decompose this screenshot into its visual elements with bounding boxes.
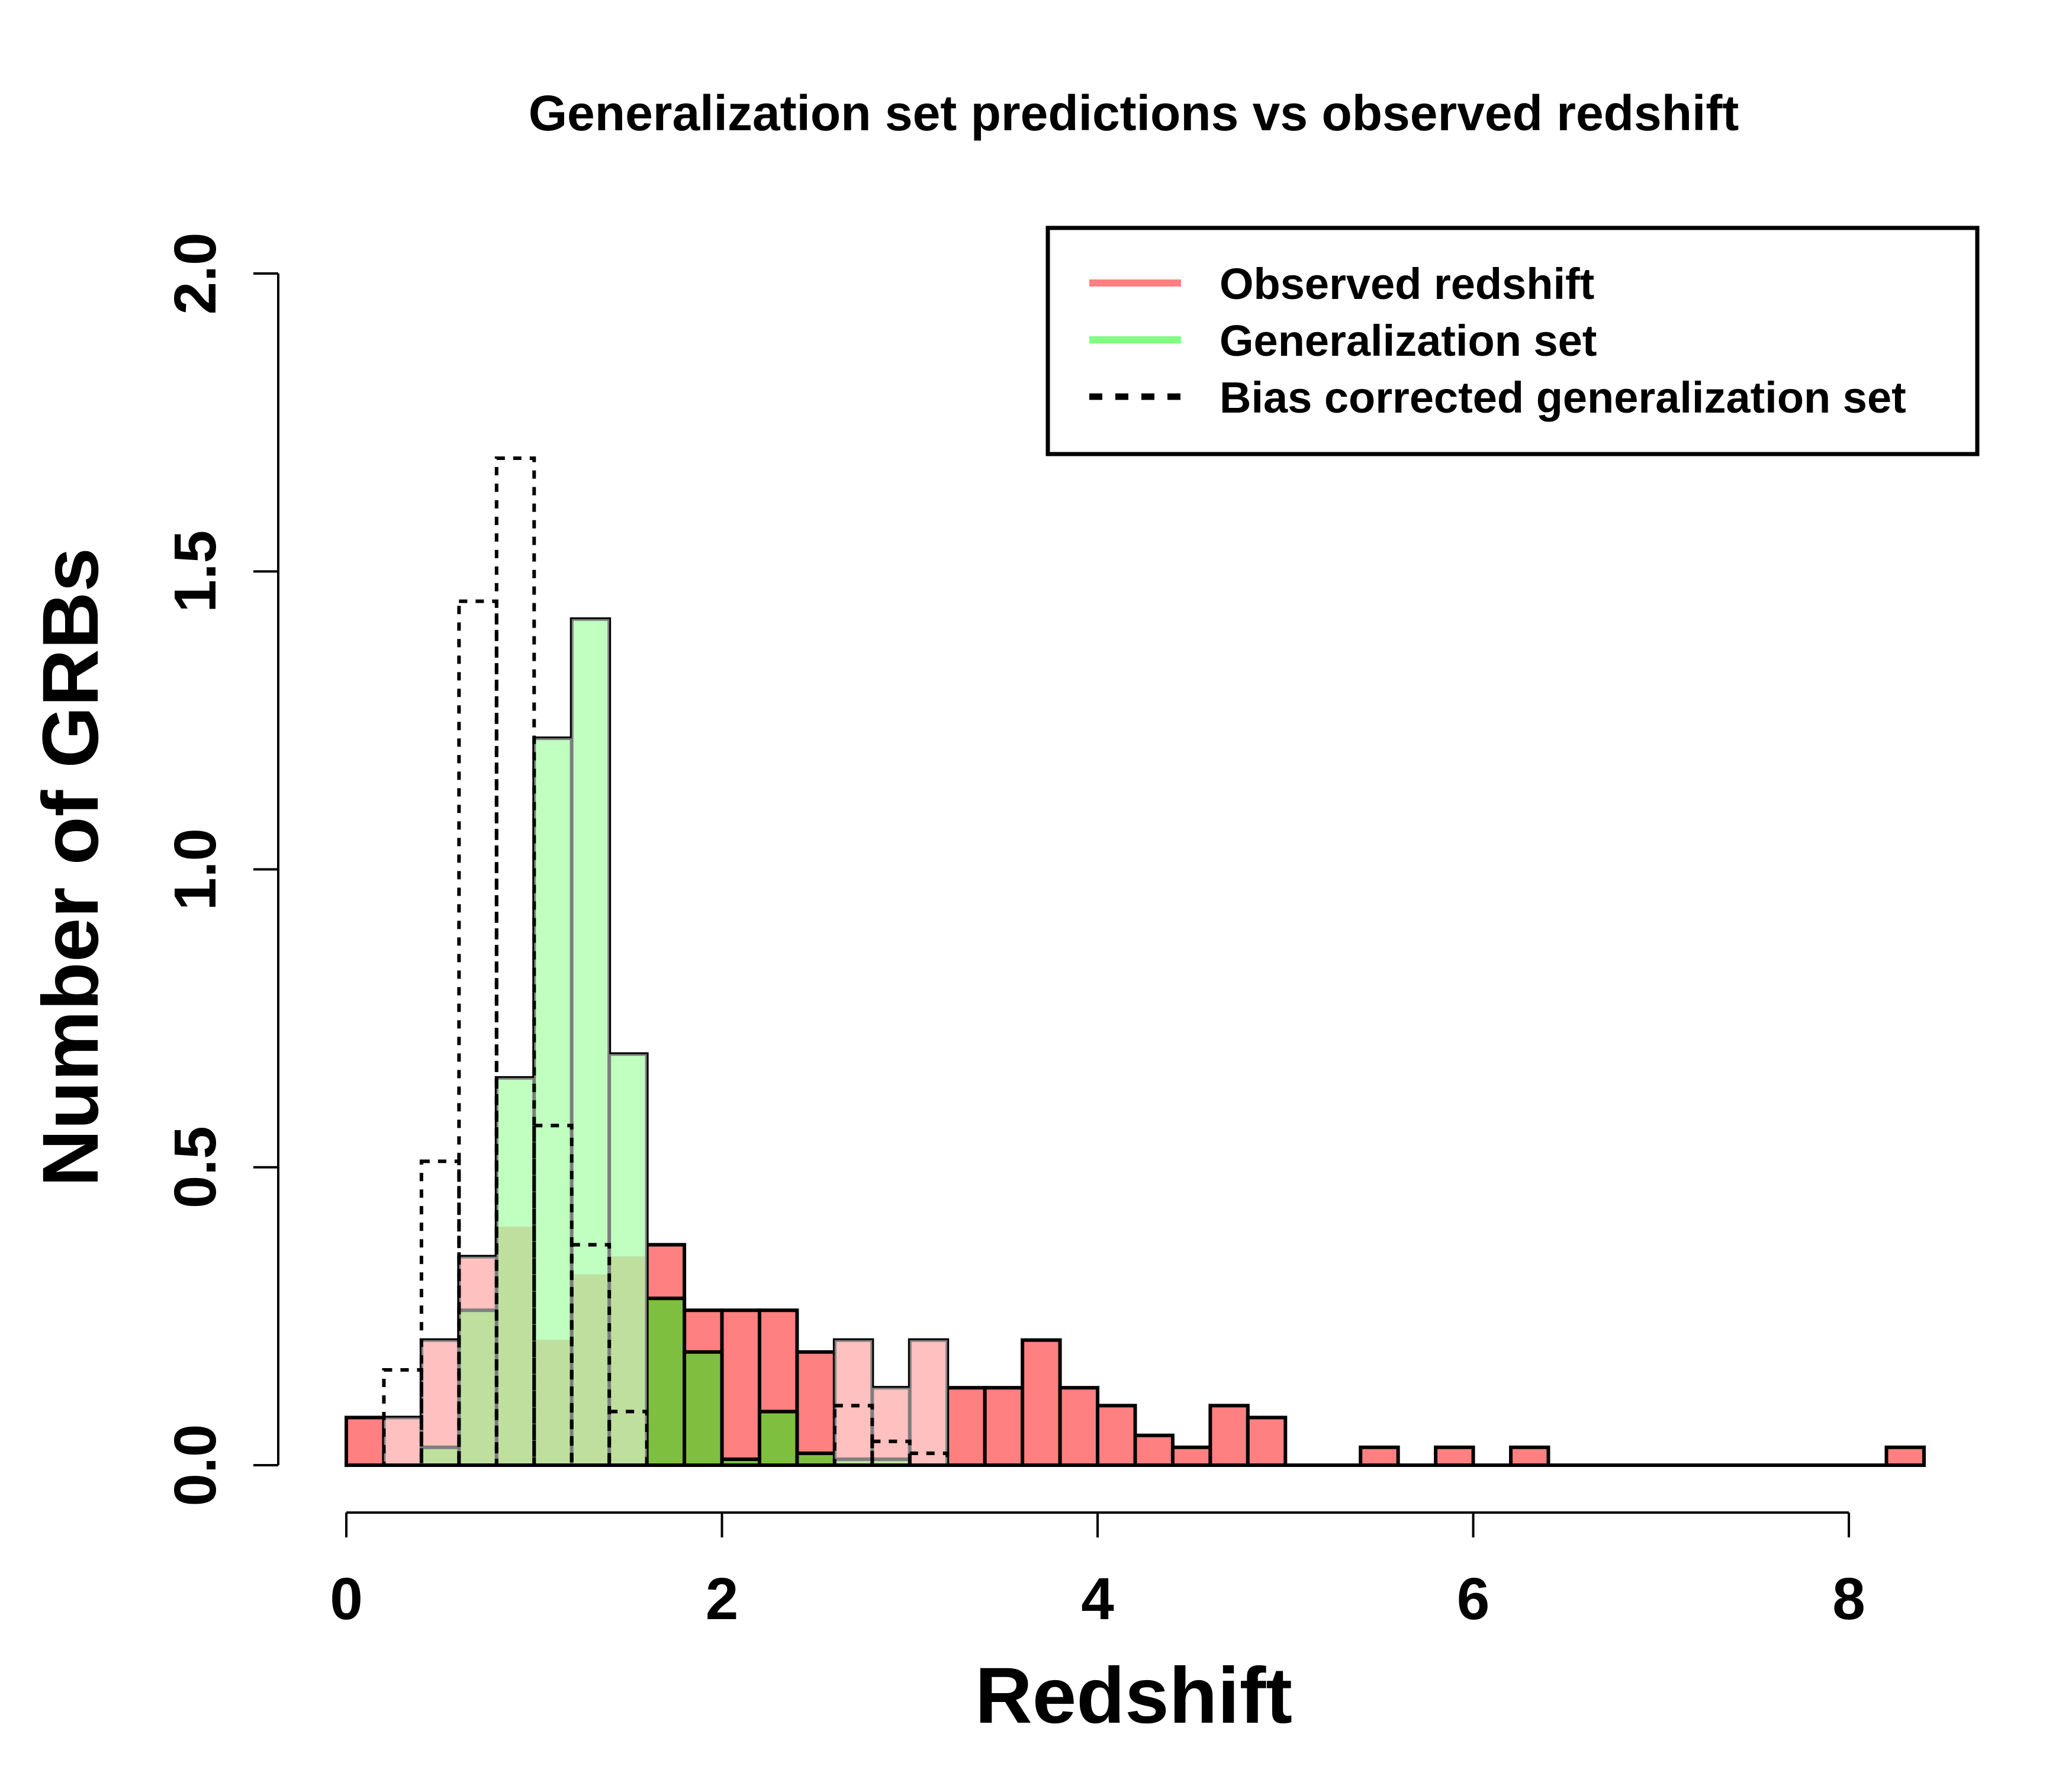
observed-bar [1133, 1433, 1175, 1468]
x-axis: 0 2 4 6 8 [330, 1511, 1865, 1632]
y-tick-label: 0.5 [162, 1126, 229, 1208]
bias-corrected-bar [832, 1404, 874, 1468]
bias-corrected-bar [532, 1124, 574, 1468]
observed-bar [1359, 1445, 1400, 1467]
observed-bar [1021, 1338, 1062, 1468]
y-tick-label: 1.0 [162, 828, 229, 910]
bias-corrected-bar [570, 1243, 612, 1467]
observed-bar [983, 1386, 1025, 1468]
bias-corrected-wash [609, 1054, 647, 1465]
y-tick-label: 1.5 [162, 530, 229, 613]
observed-bar [1884, 1445, 1926, 1467]
bias-corrected-bar [870, 1439, 912, 1467]
observed-bar [720, 1308, 761, 1468]
overlap-bar [759, 1411, 797, 1465]
bias-corrected-wash [421, 1340, 459, 1465]
overlap-bar [797, 1453, 835, 1465]
x-tick-label: 0 [330, 1566, 363, 1632]
x-tick-label: 8 [1832, 1566, 1865, 1632]
overlap-bar [646, 1298, 685, 1465]
y-axis: 0.0 0.5 1.0 1.5 2.0 [162, 232, 279, 1507]
bias-corrected-wash [534, 738, 572, 1465]
legend-label-bias-corrected: Bias corrected generalization set [1220, 373, 1906, 422]
y-tick-label: 0.0 [162, 1424, 229, 1506]
legend-label-observed: Observed redshift [1220, 259, 1594, 308]
observed-bar [1096, 1404, 1137, 1468]
legend-box [1045, 226, 1980, 456]
bias-corrected-bars [346, 456, 1924, 1468]
bias-corrected-wash [909, 1340, 948, 1465]
bias-corrected-wash [872, 1388, 910, 1465]
bias-corrected-wash [496, 1077, 535, 1465]
observed-bar [1509, 1445, 1550, 1467]
x-tick-label: 4 [1081, 1566, 1114, 1632]
legend: Observed redshift Generalization set Bia… [1045, 226, 1980, 456]
chart-title: Generalization set predictions vs observ… [529, 85, 1739, 141]
x-tick-label: 6 [1457, 1566, 1490, 1632]
bias-corrected-wash [834, 1340, 873, 1465]
observed-bar [1208, 1404, 1250, 1468]
observed-bar [795, 1350, 836, 1467]
observed-bar [945, 1386, 987, 1468]
observed-bar [1434, 1445, 1475, 1467]
observed-bar [1058, 1386, 1100, 1468]
observed-bar [345, 1415, 386, 1467]
bias-corrected-bar [419, 1159, 461, 1468]
bias-corrected-wash [571, 619, 610, 1465]
x-axis-label: Redshift [975, 1652, 1292, 1740]
y-tick-label: 2.0 [162, 232, 229, 314]
observed-bar [1246, 1415, 1288, 1467]
observed-bar [1170, 1445, 1212, 1467]
overlap-bar [684, 1352, 722, 1465]
bias-corrected-bar [607, 1410, 649, 1468]
bias-corrected-wash [459, 1256, 497, 1465]
overlap-bar [722, 1459, 760, 1465]
bias-corrected-wash [384, 1417, 422, 1465]
x-tick-label: 2 [706, 1566, 739, 1632]
y-axis-label: Number of GRBs [27, 548, 115, 1187]
legend-label-generalization: Generalization set [1220, 316, 1597, 365]
